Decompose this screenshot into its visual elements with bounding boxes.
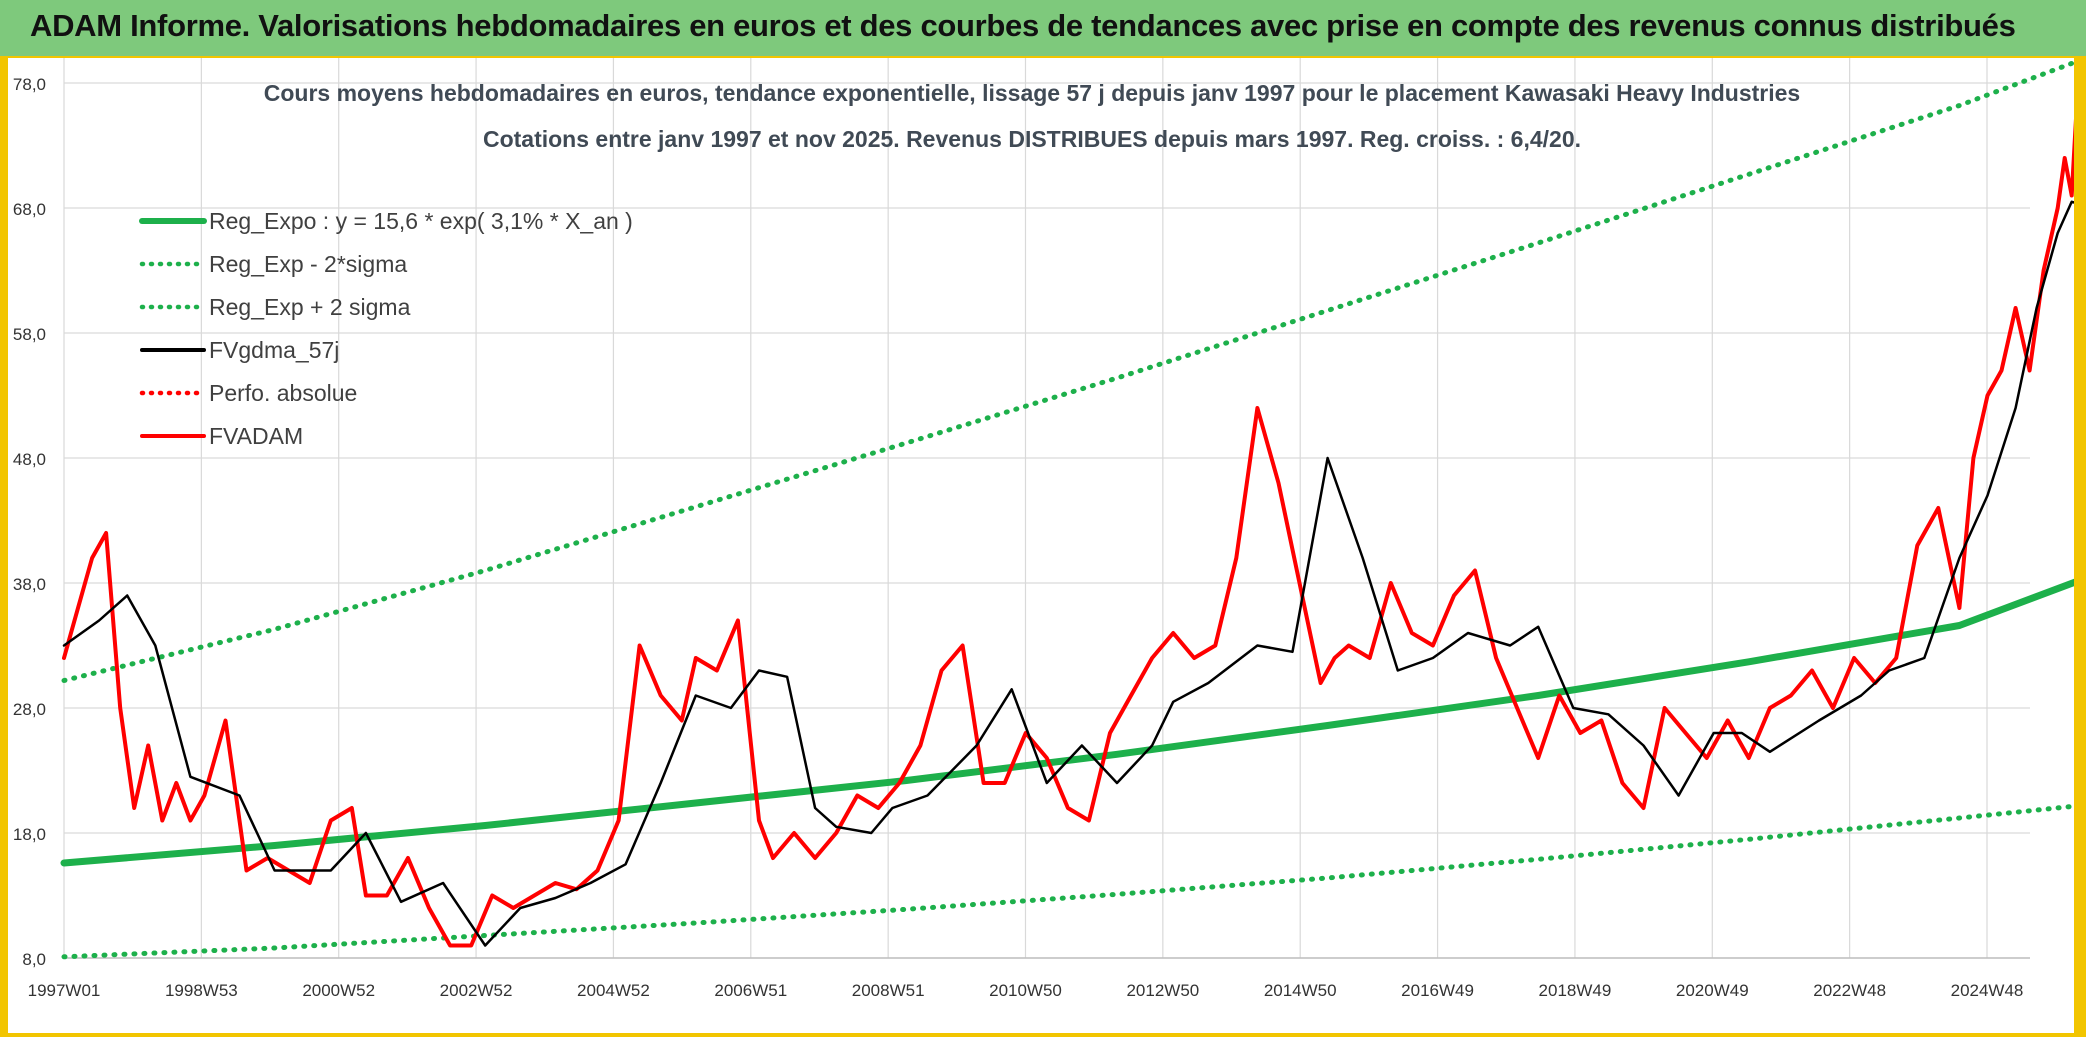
x-tick-label: 2000W52 (302, 981, 375, 1000)
legend-label: FVgdma_57j (209, 337, 339, 363)
legend-label: Reg_Exp + 2 sigma (209, 294, 411, 320)
x-tick-label: 2020W49 (1676, 981, 1749, 1000)
series-line (61, 59, 2074, 683)
gridlines (63, 58, 2030, 959)
y-tick-label: 28,0 (13, 700, 46, 719)
report-banner: ADAM Informe. Valorisations hebdomadaire… (0, 0, 2086, 56)
x-tick-label: 2004W52 (577, 981, 650, 1000)
chart-legend: Reg_Expo : y = 15,6 * exp( 3,1% * X_an )… (139, 208, 633, 449)
chart-panel: 8,0 18,0 28,0 38,0 48,0 58,0 68,0 78,0 1997W01 1… (8, 58, 2074, 1033)
x-tick-label: 2008W51 (852, 981, 925, 1000)
x-tick-label: 2014W50 (1264, 981, 1337, 1000)
series-line (62, 200, 2074, 947)
series-line (60, 578, 2074, 867)
series-line (62, 118, 2074, 948)
x-axis-labels: 1997W01 1998W53 2000W52 2002W52 2004W52 2006W… (28, 981, 2024, 1000)
x-tick-label: 2018W49 (1539, 981, 1612, 1000)
x-tick-label: 2006W51 (714, 981, 787, 1000)
x-tick-label: 2012W50 (1126, 981, 1199, 1000)
series-line (61, 803, 2074, 960)
chart-title: Cours moyens hebdomadaires en euros, ten… (264, 80, 1800, 106)
y-tick-label: 48,0 (13, 450, 46, 469)
y-tick-label: 68,0 (13, 200, 46, 219)
legend-label: Reg_Expo : y = 15,6 * exp( 3,1% * X_an ) (209, 208, 633, 234)
legend-label: Perfo. absolue (209, 380, 357, 406)
report-title: ADAM Informe. Valorisations hebdomadaire… (30, 8, 2016, 43)
y-tick-label: 38,0 (13, 575, 46, 594)
y-axis-labels: 8,0 18,0 28,0 38,0 48,0 58,0 68,0 78,0 (13, 75, 46, 969)
legend-label: FVADAM (209, 423, 303, 449)
chart-titles: Cours moyens hebdomadaires en euros, ten… (264, 80, 1800, 152)
series-lines (60, 59, 2074, 960)
x-tick-label: 2010W50 (989, 981, 1062, 1000)
y-tick-label: 18,0 (13, 825, 46, 844)
x-tick-label: 2002W52 (440, 981, 513, 1000)
x-tick-label: 1997W01 (28, 981, 101, 1000)
trend-chart: 8,018,028,038,048,058,068,078,0 1997W01 1… (13, 58, 2074, 1000)
chart-subtitle: Cotations entre janv 1997 et nov 2025. R… (483, 126, 1581, 152)
y-tick-label: 78,0 (13, 75, 46, 94)
x-tick-label: 2024W48 (1951, 981, 2024, 1000)
y-tick-label: 8,0 (22, 950, 46, 969)
legend-label: Reg_Exp - 2*sigma (209, 251, 407, 277)
x-tick-label: 1998W53 (165, 981, 238, 1000)
x-tick-label: 2022W48 (1813, 981, 1886, 1000)
y-tick-label: 58,0 (13, 325, 46, 344)
x-tick-label: 2016W49 (1401, 981, 1474, 1000)
